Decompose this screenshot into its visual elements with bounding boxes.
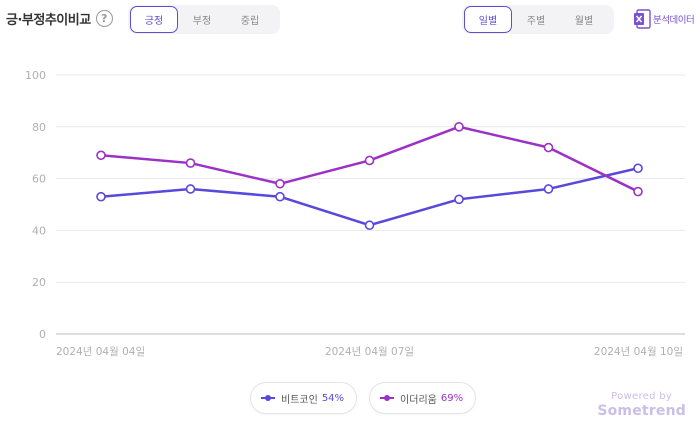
tab-negative[interactable]: 부정 — [192, 16, 212, 27]
legend-item-ethereum[interactable]: 이더리움 69% — [369, 382, 477, 414]
data-point — [633, 163, 643, 174]
line-chart: 0 20 40 60 80 100 2024년 04월 04일 2024년 04월 07일 20… — [25, 69, 685, 358]
data-point — [96, 150, 106, 161]
y-tick-label: 40 — [32, 224, 46, 237]
legend-marker — [261, 394, 275, 402]
tab-neutral[interactable]: 중립 — [240, 16, 260, 27]
data-point — [454, 122, 464, 132]
data-point — [364, 220, 375, 231]
legend-percent: 54% — [321, 392, 345, 404]
data-point — [185, 158, 196, 168]
y-tick-label: 100 — [25, 69, 46, 82]
legend-label: 이더리움 — [400, 394, 437, 406]
y-tick-label: 60 — [32, 173, 46, 186]
powered-by-text: Powered by — [611, 391, 673, 402]
chart-header: 긍·부정추이비교 ? — [6, 9, 113, 28]
data-point — [543, 142, 554, 153]
data-point — [364, 155, 375, 166]
x-tick-label: 2024년 04월 04일 — [56, 345, 145, 358]
legend: 비트코인 54% 이더리움 69% — [250, 382, 477, 414]
data-point — [96, 191, 106, 202]
brand-logo: Sometrend — [597, 403, 686, 419]
legend-dot — [384, 395, 391, 401]
tab-daily[interactable]: 일별 — [464, 6, 512, 33]
legend-marker — [380, 394, 395, 402]
data-point — [275, 191, 285, 202]
tab-positive[interactable]: 긍정 — [130, 6, 178, 33]
data-point — [185, 184, 196, 194]
series-line — [100, 167, 639, 227]
powered-by: Powered by Sometrend — [597, 391, 686, 419]
help-icon[interactable]: ? — [95, 10, 113, 27]
y-tick-label: 0 — [39, 328, 46, 341]
data-point — [454, 194, 464, 205]
x-tick-label: 2024년 04월 07일 — [325, 345, 414, 358]
excel-icon — [634, 9, 651, 29]
legend-percent: 69% — [440, 392, 464, 404]
legend-label: 비트코인 — [281, 394, 318, 406]
period-toggle: 일별 주별 월별 — [462, 5, 614, 34]
x-tick-label: 2024년 04월 10일 — [594, 345, 683, 358]
data-point — [275, 178, 285, 189]
page-title: 긍·부정추이비교 — [6, 13, 91, 28]
y-tick-label: 80 — [32, 121, 46, 134]
tab-weekly[interactable]: 주별 — [526, 16, 546, 27]
data-point — [633, 186, 643, 197]
data-point — [543, 184, 554, 194]
export-data-button[interactable]: 분석데이터 — [633, 9, 695, 29]
sentiment-toggle: 긍정 부정 중립 — [128, 5, 280, 34]
y-tick-label: 20 — [32, 276, 46, 289]
legend-item-bitcoin[interactable]: 비트코인 54% — [250, 382, 358, 414]
tab-monthly[interactable]: 월별 — [574, 16, 594, 27]
export-label: 분석데이터 — [653, 15, 695, 26]
legend-dot — [265, 395, 271, 401]
